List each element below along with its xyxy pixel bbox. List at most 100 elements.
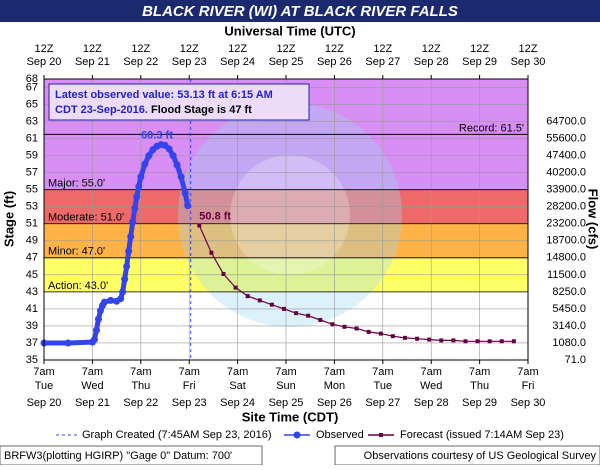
forecast-point (233, 285, 238, 290)
x-tick-label: 7am (275, 366, 296, 378)
x-tick-weekday: Sat (229, 380, 246, 392)
y-tick-label: 41 (26, 303, 38, 315)
top-tick-label: 12Z (422, 43, 441, 55)
x-tick-date: Sep 24 (220, 397, 255, 409)
observed-point (123, 262, 131, 270)
flood-stage-label: Minor: 47.0' (48, 246, 105, 258)
top-tick-label: 12Z (228, 43, 247, 55)
top-tick-date: Sep 27 (365, 56, 400, 68)
annotation-text: CDT 23-Sep-2016. (55, 104, 148, 116)
x-tick-date: Sep 27 (365, 397, 400, 409)
observed-point (135, 182, 143, 190)
forecast-point (475, 339, 480, 344)
forecast-point (451, 338, 456, 343)
x-tick-date: Sep 30 (511, 397, 546, 409)
y2-tick-label: 71.0 (565, 354, 586, 366)
x-tick-label: 7am (130, 366, 151, 378)
x-tick-label: 7am (469, 366, 490, 378)
footer-right: Observations courtesy of US Geological S… (364, 450, 597, 462)
value-label: 60.3 ft (141, 129, 173, 141)
y-tick-label: 59 (26, 150, 38, 162)
top-tick-date: Sep 30 (511, 56, 546, 68)
x-tick-weekday: Fri (522, 380, 535, 392)
x-tick-date: Sep 26 (317, 397, 352, 409)
x-tick-weekday: Mon (324, 380, 345, 392)
y2-tick-label: 55600.0 (546, 133, 586, 145)
observed-point (141, 160, 149, 168)
annotation-text: Flood Stage is 47 ft (151, 104, 252, 116)
forecast-point (499, 339, 504, 344)
top-tick-date: Sep 25 (269, 56, 304, 68)
x-tick-label: 7am (82, 366, 103, 378)
observed-point (184, 202, 192, 210)
y2-tick-label: 23200.0 (546, 218, 586, 230)
x-tick-weekday: Thu (470, 380, 489, 392)
y2-tick-label: 1080.0 (552, 337, 586, 349)
forecast-point (427, 337, 432, 342)
x-tick-weekday: Tue (35, 380, 54, 392)
forecast-point (378, 331, 383, 336)
x-tick-label: 7am (178, 366, 199, 378)
y-tick-label: 65 (26, 98, 38, 110)
observed-point (133, 193, 141, 201)
y-tick-label: 61 (26, 133, 38, 145)
legend-label: Observed (316, 429, 364, 441)
x-tick-date: Sep 20 (27, 397, 62, 409)
x-tick-label: 7am (227, 366, 248, 378)
forecast-point (221, 271, 226, 276)
top-axis-title: Universal Time (UTC) (224, 23, 355, 38)
forecast-point (197, 223, 202, 228)
legend-label: Graph Created (7:45AM Sep 23, 2016) (82, 429, 272, 441)
observed-point (107, 296, 115, 304)
x-tick-weekday: Tue (374, 380, 393, 392)
footer-left: BRFW3(plotting HGIRP) "Gage 0" Datum: 70… (4, 450, 232, 462)
y-tick-label: 63 (26, 115, 38, 127)
y2-tick-label: 47400.0 (546, 150, 586, 162)
chart-title: BLACK RIVER (WI) AT BLACK RIVER FALLS (142, 3, 458, 20)
legend-swatch (293, 431, 301, 439)
x-tick-weekday: Wed (420, 380, 442, 392)
observed-point (129, 218, 137, 226)
observed-point (145, 152, 153, 160)
plot-frame (43, 78, 529, 361)
observed-point (181, 189, 189, 197)
record-label: Record: 61.5' (459, 122, 524, 134)
y-tick-label: 53 (26, 201, 38, 213)
top-tick-label: 12Z (519, 43, 538, 55)
observed-point (121, 275, 129, 283)
observed-point (94, 315, 102, 323)
y2-axis-title: Flow (cfs) (586, 189, 600, 250)
y-tick-label: 51 (26, 218, 38, 230)
forecast-point (354, 326, 359, 331)
y-tick-label: 35 (26, 354, 38, 366)
annotation-line: Latest observed value: 53.13 ft at 6:15 … (55, 89, 273, 101)
top-tick-label: 12Z (325, 43, 344, 55)
y-tick-label: 55 (26, 184, 38, 196)
x-axis-title: Site Time (CDT) (242, 409, 339, 424)
y2-tick-label: 8250.0 (552, 286, 586, 298)
x-tick-weekday: Sun (276, 380, 296, 392)
y-tick-label: 57 (26, 167, 38, 179)
observed-point (165, 145, 173, 153)
observed-point (90, 336, 98, 344)
watermark (178, 103, 402, 327)
y2-tick-label: 14800.0 (546, 252, 586, 264)
observed-point (101, 298, 108, 306)
forecast-point (463, 339, 468, 344)
y2-tick-label: 40200.0 (546, 167, 586, 179)
y2-tick-label: 5450.0 (552, 303, 586, 315)
observed-point (127, 233, 135, 241)
forecast-point (318, 317, 323, 322)
forecast-point (439, 338, 444, 343)
top-tick-date: Sep 28 (414, 56, 449, 68)
x-tick-weekday: Thu (131, 380, 150, 392)
x-tick-date: Sep 22 (123, 397, 158, 409)
flood-stage-label: Action: 43.0' (48, 280, 108, 292)
top-tick-label: 12Z (277, 43, 296, 55)
observed-point (125, 247, 133, 255)
forecast-point (366, 329, 371, 334)
forecast-point (209, 250, 214, 255)
forecast-point (306, 313, 311, 318)
observed-point (117, 295, 125, 303)
x-tick-date: Sep 23 (172, 397, 207, 409)
